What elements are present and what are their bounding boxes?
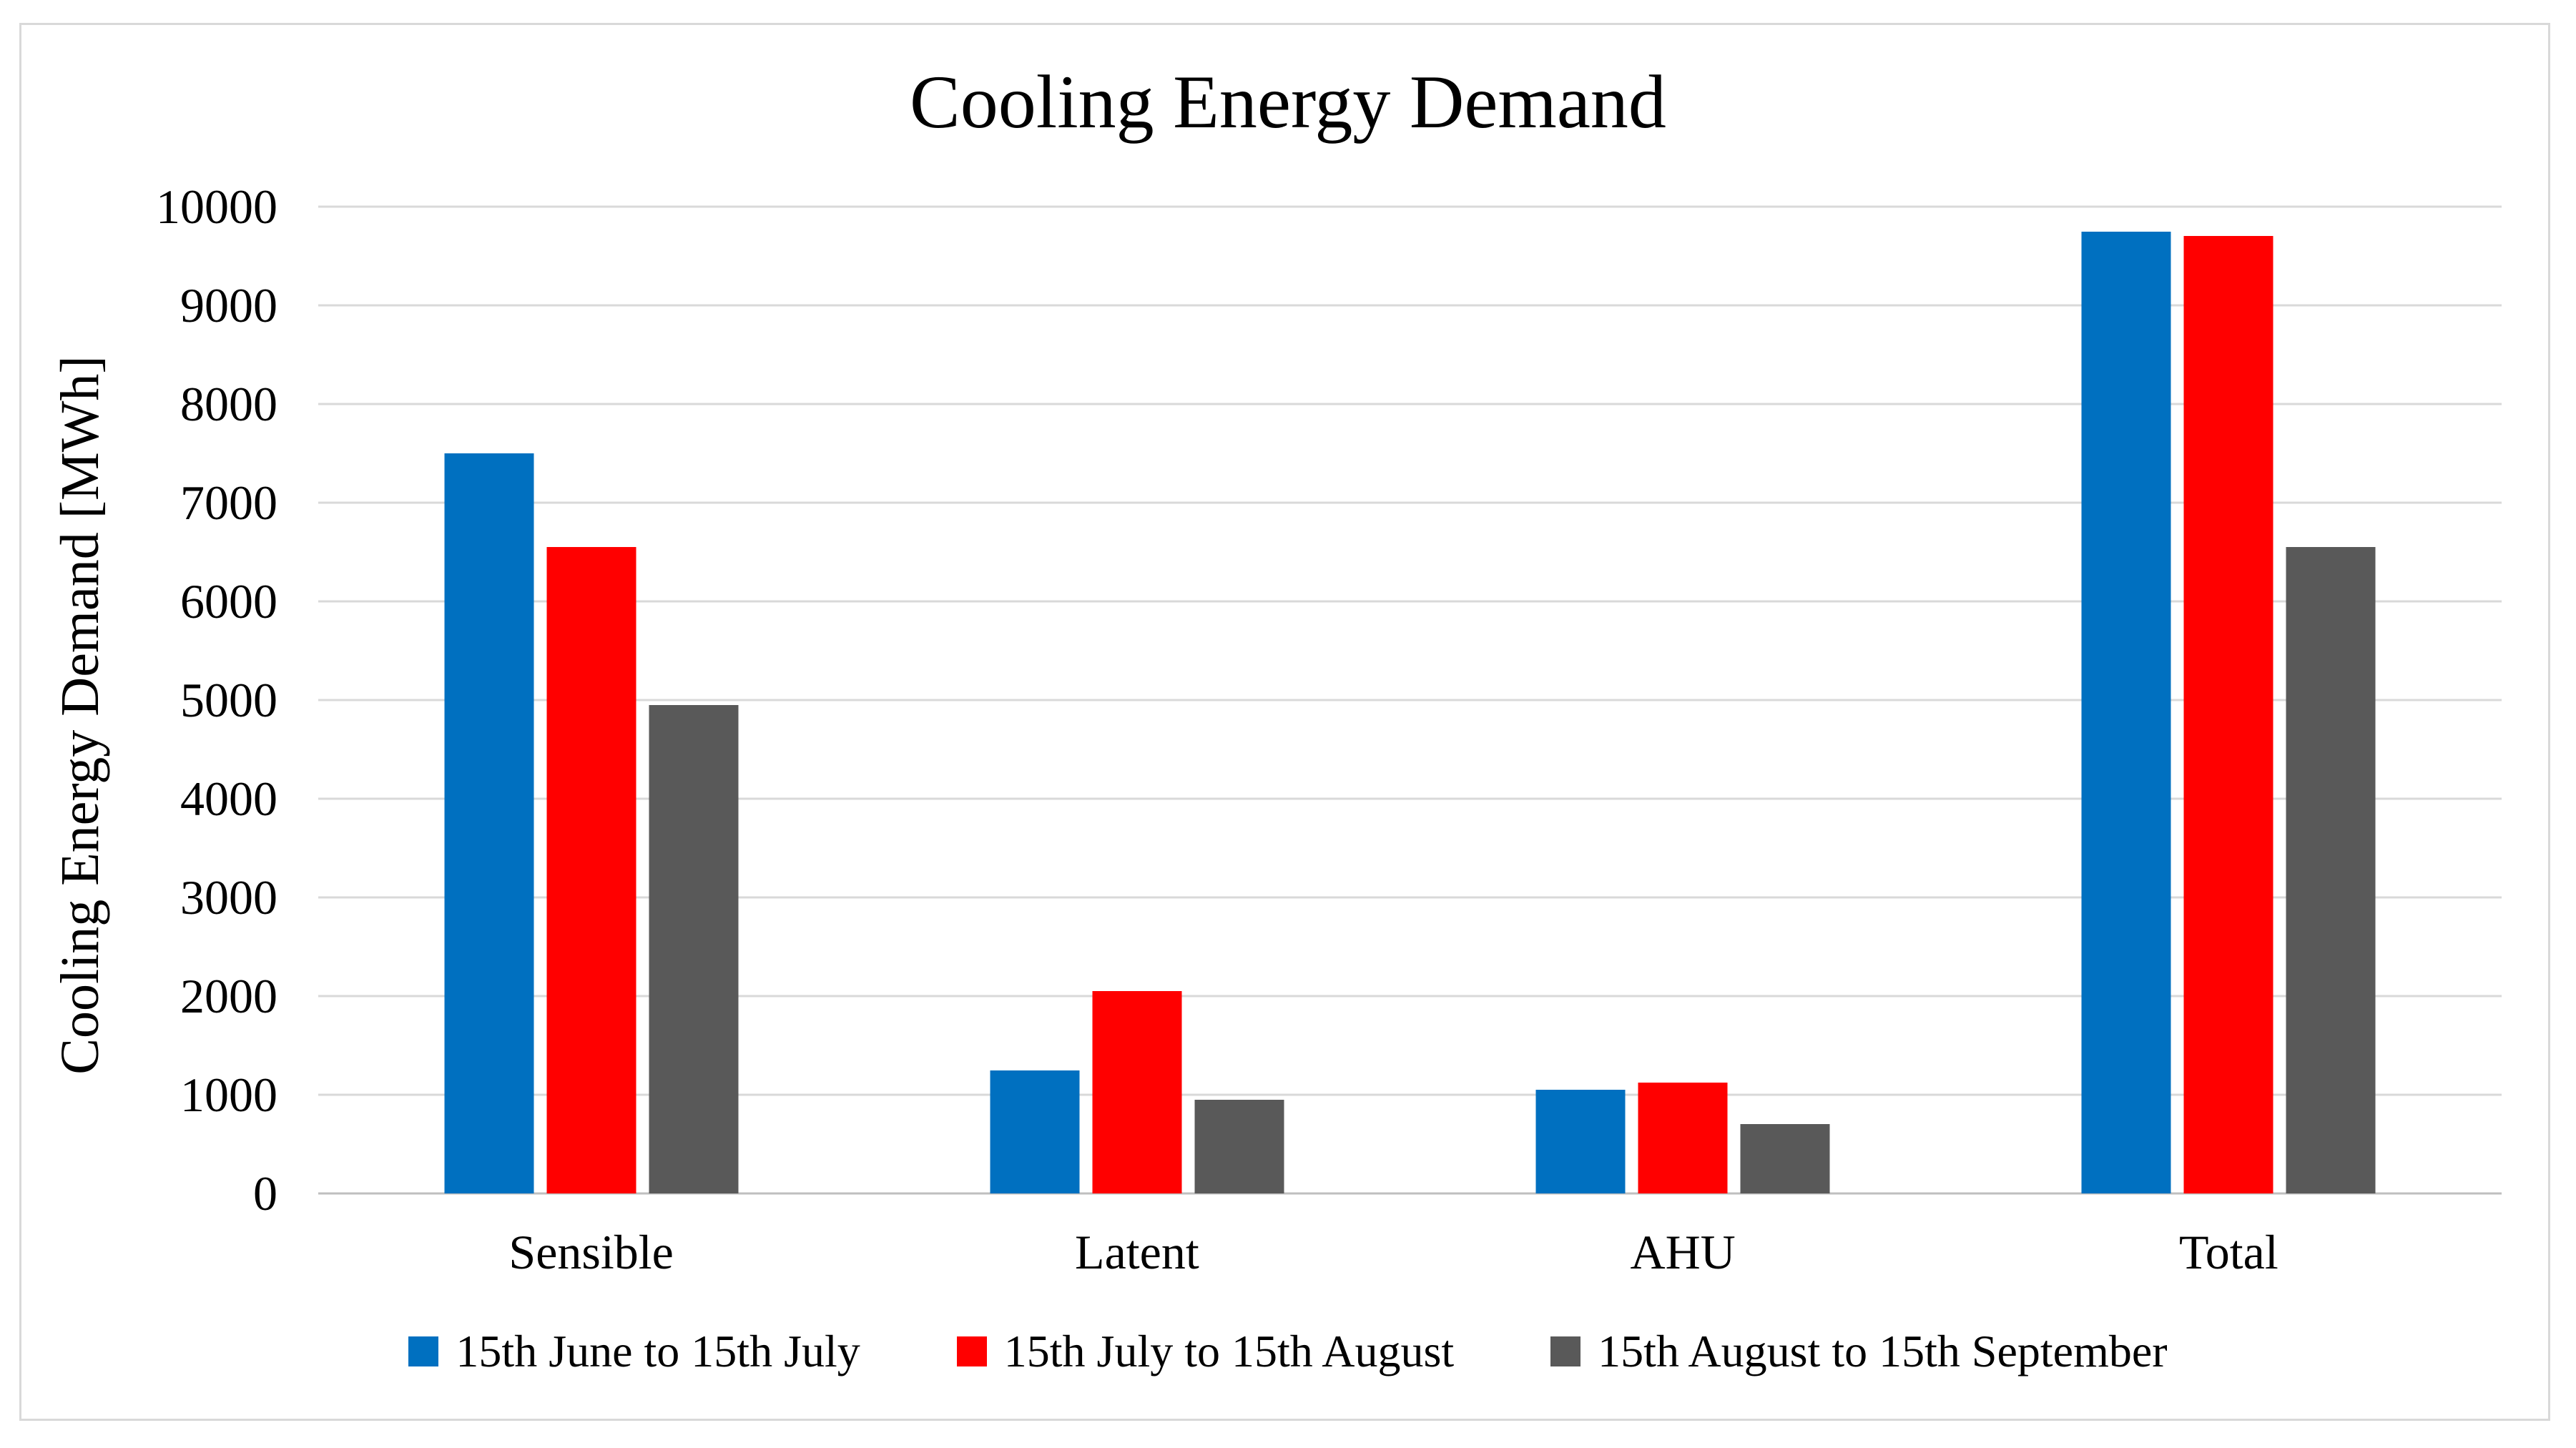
bar-group-total (2081, 207, 2376, 1193)
x-axis-label-total: Total (2178, 1225, 2278, 1279)
y-tick-label-5000: 5000 (180, 673, 277, 727)
bar-ahu (1740, 1124, 1830, 1193)
bar-latent (1194, 1099, 1284, 1193)
gridline-5000 (318, 699, 2502, 701)
legend-marker-icon (1550, 1336, 1581, 1366)
legend-marker-icon (408, 1336, 439, 1366)
plot-area: 0 1000 2000 3000 4000 5000 6000 7000 8000 9000 100… (156, 182, 2502, 1218)
bar-sensible (649, 704, 739, 1193)
bar-group-sensible (444, 207, 739, 1193)
bar-latent (990, 1070, 1080, 1193)
legend-label: 15th August to 15th September (1598, 1326, 2168, 1376)
gridline-4000 (318, 797, 2502, 800)
bar-total (2183, 236, 2273, 1193)
chart-title: Cooling Energy Demand (910, 60, 1666, 144)
y-tick-label-7000: 7000 (180, 476, 277, 530)
legend-item-1: 15th July to 15th August (956, 1326, 1455, 1376)
gridline-2000 (318, 995, 2502, 998)
gridline-0 (318, 1192, 2502, 1195)
y-tick-label-10000: 10000 (156, 179, 277, 234)
bar-sensible (444, 453, 534, 1193)
y-tick-label-8000: 8000 (180, 377, 277, 431)
x-axis-label-ahu: AHU (1630, 1225, 1736, 1279)
legend-label: 15th June to 15th July (456, 1326, 860, 1376)
gridline-7000 (318, 501, 2502, 504)
bar-sensible (546, 547, 636, 1193)
x-axis-labels: Sensible Latent AHU Total (318, 1228, 2502, 1292)
bar-ahu (1638, 1083, 1728, 1193)
gridline-6000 (318, 600, 2502, 603)
gridline-10000 (318, 205, 2502, 208)
bar-total (2286, 547, 2376, 1193)
y-tick-label-2000: 2000 (180, 969, 277, 1023)
legend-item-0: 15th June to 15th July (408, 1329, 860, 1374)
y-tick-label-6000: 6000 (180, 574, 277, 629)
y-tick-label-1000: 1000 (180, 1068, 277, 1122)
bar-total (2081, 231, 2171, 1193)
y-tick-label-0: 0 (253, 1166, 277, 1221)
bar-ahu (1535, 1090, 1626, 1193)
bar-group-ahu (1535, 207, 1830, 1193)
gridline-9000 (318, 304, 2502, 307)
x-axis-label-latent: Latent (1075, 1225, 1199, 1279)
legend: 15th June to 15th July 15th July to 15th … (0, 1329, 2576, 1374)
gridline-1000 (318, 1093, 2502, 1096)
gridline-3000 (318, 896, 2502, 899)
x-axis-label-sensible: Sensible (508, 1225, 674, 1279)
y-tick-label-9000: 9000 (180, 278, 277, 333)
bar-latent (1092, 991, 1182, 1193)
y-axis-title: Cooling Energy Demand [MWh] (50, 355, 110, 1075)
y-tick-label-4000: 4000 (180, 772, 277, 826)
bar-group-latent (990, 207, 1284, 1193)
legend-marker-icon (956, 1336, 987, 1366)
legend-label: 15th July to 15th August (1003, 1326, 1455, 1376)
legend-item-2: 15th August to 15th September (1550, 1326, 2168, 1376)
gridline-8000 (318, 403, 2502, 405)
y-tick-label-3000: 3000 (180, 870, 277, 925)
